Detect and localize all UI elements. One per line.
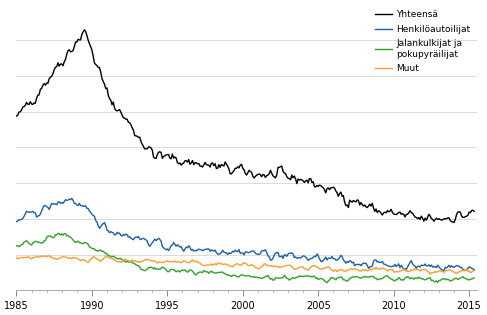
Line: Yhteensä: Yhteensä	[17, 30, 474, 222]
Jalankulkijat ja
pokupyräilijat	[324, 281, 330, 285]
Henkilöautoilijat	[441, 269, 447, 272]
Henkilöautoilijat	[471, 268, 477, 272]
Henkilöautoilijat	[197, 248, 203, 251]
Jalankulkijat ja
pokupyräilijat	[141, 268, 147, 272]
Legend: Yhteensä, Henkilöautoilijat, Jalankulkijat ja
pokupyräilijat, Muut: Yhteensä, Henkilöautoilijat, Jalankulkij…	[372, 7, 474, 77]
Jalankulkijat ja
pokupyräilijat	[452, 276, 458, 280]
Line: Jalankulkijat ja
pokupyräilijat: Jalankulkijat ja pokupyräilijat	[17, 233, 474, 283]
Jalankulkijat ja
pokupyräilijat	[197, 270, 203, 274]
Muut	[46, 254, 52, 258]
Henkilöautoilijat	[112, 233, 117, 237]
Muut	[452, 271, 458, 275]
Yhteensä	[14, 114, 19, 118]
Yhteensä	[200, 165, 206, 169]
Muut	[471, 269, 477, 272]
Muut	[14, 256, 19, 260]
Yhteensä	[81, 28, 87, 32]
Yhteensä	[141, 145, 147, 148]
Yhteensä	[112, 106, 117, 110]
Henkilöautoilijat	[452, 264, 458, 268]
Line: Muut: Muut	[17, 256, 474, 274]
Jalankulkijat ja
pokupyräilijat	[14, 244, 19, 248]
Henkilöautoilijat	[141, 237, 147, 240]
Jalankulkijat ja
pokupyräilijat	[408, 276, 414, 280]
Jalankulkijat ja
pokupyräilijat	[112, 255, 117, 259]
Muut	[427, 272, 433, 276]
Yhteensä	[471, 209, 477, 213]
Henkilöautoilijat	[407, 261, 413, 264]
Jalankulkijat ja
pokupyräilijat	[200, 271, 206, 275]
Muut	[197, 261, 203, 265]
Muut	[200, 263, 206, 267]
Muut	[112, 258, 117, 262]
Muut	[407, 270, 413, 273]
Line: Henkilöautoilijat: Henkilöautoilijat	[17, 198, 474, 271]
Henkilöautoilijat	[69, 197, 75, 200]
Henkilöautoilijat	[200, 249, 206, 253]
Yhteensä	[197, 164, 203, 168]
Muut	[141, 259, 147, 263]
Jalankulkijat ja
pokupyräilijat	[471, 276, 477, 280]
Henkilöautoilijat	[14, 220, 19, 223]
Yhteensä	[451, 220, 457, 224]
Jalankulkijat ja
pokupyräilijat	[55, 232, 61, 235]
Yhteensä	[407, 209, 413, 213]
Yhteensä	[452, 218, 458, 221]
